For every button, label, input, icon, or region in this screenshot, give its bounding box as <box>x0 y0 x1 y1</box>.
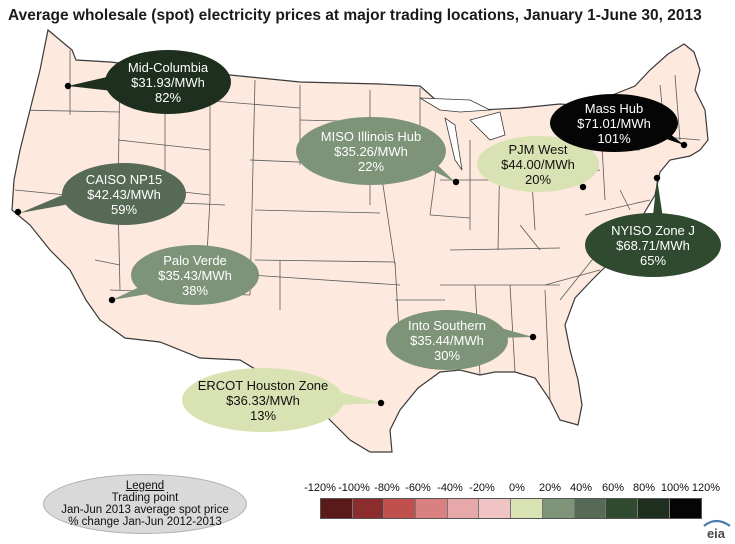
scale-label: 40% <box>569 482 593 494</box>
scale-swatch <box>479 499 512 518</box>
bubble-change: 82% <box>154 89 182 105</box>
pointer-ercot <box>338 392 381 405</box>
scale-label: -100% <box>338 482 370 494</box>
eia-logo: eia <box>703 519 731 540</box>
scale-swatch <box>574 499 607 518</box>
bubble-name: Mid-Columbia <box>127 59 209 75</box>
scale-swatch <box>637 499 670 518</box>
bubble-change: 101% <box>597 130 631 146</box>
legend: Legend Trading point Jan-Jun 2013 averag… <box>43 474 247 534</box>
scale-swatch <box>669 499 702 518</box>
bubble-name: MISO Illinois Hub <box>320 128 422 144</box>
bubble-change: 20% <box>524 171 552 187</box>
bubble-change: 30% <box>433 347 461 363</box>
bubble-change: 22% <box>357 158 385 174</box>
scale-swatch <box>542 499 575 518</box>
bubble-name: Palo Verde <box>163 252 227 268</box>
scale-swatch <box>511 499 543 518</box>
bubble-name: Into Southern <box>407 317 487 333</box>
marker-pjm <box>579 183 587 191</box>
bubble-price: $36.33/MWh <box>226 392 300 408</box>
scale-swatch <box>352 499 385 518</box>
bubble-mass-hub: Mass Hub $71.01/MWh 101% <box>550 94 678 152</box>
marker-miso <box>452 178 460 186</box>
legend-line-price: Jan-Jun 2013 average spot price <box>61 504 229 516</box>
scale-label: -20% <box>469 482 495 494</box>
bubble-price: $35.26/MWh <box>334 143 408 159</box>
bubble-into-southern: Into Southern $35.44/MWh 30% <box>386 310 508 370</box>
legend-title: Legend <box>125 480 165 492</box>
bubble-name: ERCOT Houston Zone <box>197 377 329 393</box>
bubble-price: $42.43/MWh <box>87 186 161 202</box>
bubble-change: 65% <box>639 252 667 268</box>
scale-label: -120% <box>304 482 336 494</box>
scale-swatch <box>321 499 353 518</box>
color-scale <box>320 498 703 519</box>
scale-swatch <box>447 499 480 518</box>
bubble-palo-verde: Palo Verde $35.43/MWh 38% <box>131 245 259 305</box>
scale-label: -60% <box>405 482 431 494</box>
bubble-mid-columbia: Mid-Columbia $31.93/MWh 82% <box>105 50 231 114</box>
scale-swatch <box>606 499 638 518</box>
bubble-change: 59% <box>110 201 138 217</box>
state-borders <box>14 50 701 401</box>
bubble-price: $44.00/MWh <box>501 156 575 172</box>
marker-caiso <box>14 208 22 216</box>
scale-label: 60% <box>601 482 625 494</box>
bubble-nyiso-zone-j: NYISO Zone J $68.71/MWh 65% <box>585 213 721 277</box>
scale-label: 20% <box>538 482 562 494</box>
logo-arc <box>703 519 731 527</box>
legend-line-change: % change Jan-Jun 2012-2013 <box>68 516 222 528</box>
bubble-miso-illinois-hub: MISO Illinois Hub $35.26/MWh 22% <box>296 117 446 185</box>
map-title: Average wholesale (spot) electricity pri… <box>8 7 702 24</box>
scale-label: 0% <box>509 482 525 494</box>
bubble-name: Mass Hub <box>584 100 644 116</box>
scale-label: -80% <box>374 482 400 494</box>
marker-mid-columbia <box>64 82 72 90</box>
trading-points <box>14 82 688 407</box>
bubble-name: NYISO Zone J <box>611 222 695 238</box>
bubble-price: $35.43/MWh <box>158 267 232 283</box>
marker-ercot <box>377 399 385 407</box>
scale-label: 120% <box>691 482 721 494</box>
scale-swatch <box>384 499 417 518</box>
bubble-name: CAISO NP15 <box>85 171 163 187</box>
scale-label: 80% <box>632 482 656 494</box>
bubble-ercot-houston-zone: ERCOT Houston Zone $36.33/MWh 13% <box>182 368 344 432</box>
marker-palo-verde <box>108 296 116 304</box>
bubble-price: $71.01/MWh <box>577 115 651 131</box>
bubble-price: $31.93/MWh <box>131 74 205 90</box>
marker-into-southern <box>529 333 537 341</box>
bubble-name: PJM West <box>508 141 568 157</box>
marker-mass-hub <box>680 141 688 149</box>
scale-label: -40% <box>437 482 463 494</box>
scale-label: 100% <box>660 482 690 494</box>
legend-line-trading-point: Trading point <box>111 492 179 504</box>
bubble-change: 38% <box>181 282 209 298</box>
logo-text: eia <box>707 526 726 540</box>
bubble-price: $68.71/MWh <box>616 237 690 253</box>
bubble-caiso-np15: CAISO NP15 $42.43/MWh 59% <box>62 163 186 225</box>
scale-swatch <box>416 499 448 518</box>
bubble-price: $35.44/MWh <box>410 332 484 348</box>
bubble-change: 13% <box>249 407 277 423</box>
marker-nyiso <box>653 174 661 182</box>
